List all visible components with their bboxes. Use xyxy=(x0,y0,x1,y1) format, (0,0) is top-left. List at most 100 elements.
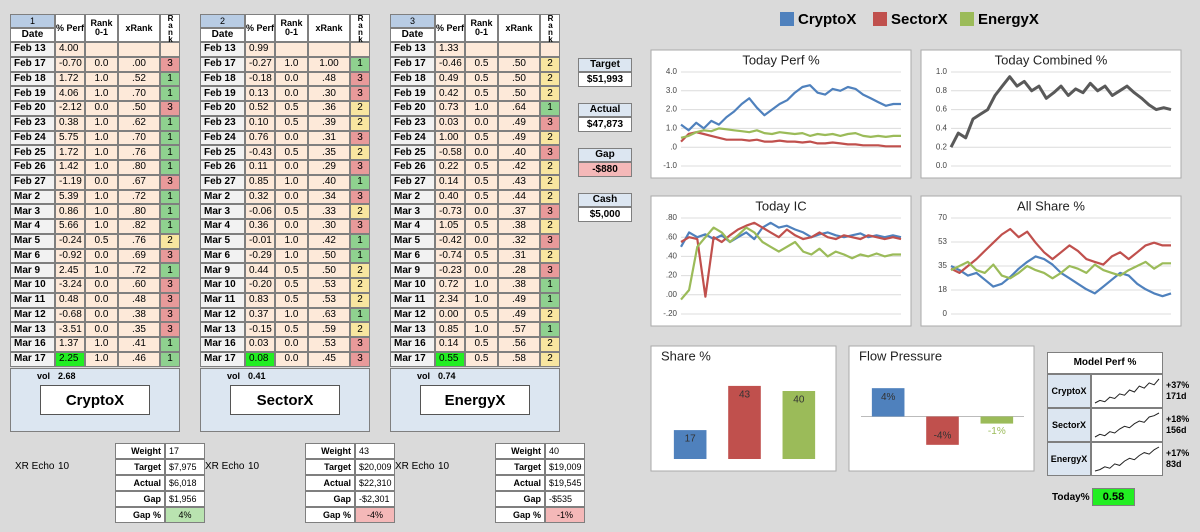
rank-cell: 2 xyxy=(540,71,560,87)
legend-swatch xyxy=(780,12,794,26)
vol-label: vol xyxy=(226,370,240,381)
summary-value: $19,545 xyxy=(545,475,585,491)
summary-value: $22,310 xyxy=(355,475,395,491)
date-cell: Feb 23 xyxy=(10,115,55,131)
model-button[interactable]: CryptoX xyxy=(40,385,150,415)
value-label: -4% xyxy=(934,430,952,441)
y-tick-label: 53 xyxy=(938,237,947,246)
summary-value: 40 xyxy=(545,443,585,459)
rank-cell: 3 xyxy=(350,189,370,205)
date-cell: Mar 3 xyxy=(200,204,245,219)
vol-value: 2.68 xyxy=(58,370,76,381)
value-cell: 0.0 xyxy=(85,278,118,293)
rank-cell: 2 xyxy=(540,130,560,146)
y-tick-label: .00 xyxy=(666,290,678,299)
date-cell: Feb 18 xyxy=(10,71,55,87)
value-cell: .82 xyxy=(118,219,160,234)
model-days: 171d xyxy=(1166,391,1187,401)
legend-label: SectorX xyxy=(891,10,948,28)
summary-value: $7,975 xyxy=(165,459,205,475)
value-cell: .40 xyxy=(308,174,350,190)
chart-frame xyxy=(848,345,1035,472)
date-cell: Feb 19 xyxy=(10,86,55,101)
y-tick-label: 4.0 xyxy=(666,67,678,76)
date-cell: Mar 10 xyxy=(200,278,245,293)
value-cell: 1.42 xyxy=(55,160,85,175)
chart-title: Flow Pressure xyxy=(859,348,942,363)
value-cell: 0.76 xyxy=(245,130,275,146)
y-tick-label: .80 xyxy=(666,213,678,222)
rank-cell: 2 xyxy=(350,115,370,131)
model-name: SectorX xyxy=(1047,408,1091,442)
rank-cell: 1 xyxy=(160,145,180,160)
value-cell: 0.5 xyxy=(465,337,498,352)
date-cell: Mar 10 xyxy=(10,278,55,293)
column-header: xRank xyxy=(308,14,350,42)
value-cell: 0.5 xyxy=(465,56,498,72)
model-button[interactable]: EnergyX xyxy=(420,385,530,415)
column-header: Rank 0-1 xyxy=(465,14,498,42)
bar xyxy=(728,385,761,459)
y-tick-label: 1.0 xyxy=(666,124,678,133)
rank-cell: 1 xyxy=(160,219,180,234)
date-cell: Feb 18 xyxy=(390,71,435,87)
summary-value: $6,018 xyxy=(165,475,205,491)
rank-cell: 1 xyxy=(540,292,560,308)
rank-cell: 1 xyxy=(160,115,180,131)
date-cell: Mar 4 xyxy=(390,219,435,234)
value-cell: .50 xyxy=(308,263,350,278)
chart-frame xyxy=(650,49,912,179)
date-cell: Mar 12 xyxy=(10,307,55,323)
echo-value: 10 xyxy=(248,461,260,472)
value-cell: -0.68 xyxy=(55,307,85,323)
legend-label: EnergyX xyxy=(978,10,1039,28)
summary-label: Gap % xyxy=(305,507,355,523)
column-header: Rank xyxy=(160,14,180,42)
value-cell: 0.11 xyxy=(245,160,275,175)
value-cell: .32 xyxy=(498,233,540,249)
model-change: +18% xyxy=(1166,414,1190,424)
value-cell: .76 xyxy=(118,233,160,249)
value-cell: .80 xyxy=(118,160,160,175)
rank-cell: 2 xyxy=(540,56,560,72)
model-button[interactable]: SectorX xyxy=(230,385,340,415)
value-cell: 0.5 xyxy=(465,71,498,87)
column-header: % Perf xyxy=(435,14,465,42)
rank-cell: 3 xyxy=(540,145,560,160)
rank-cell xyxy=(350,42,370,57)
summary-value: 4% xyxy=(165,507,205,523)
value-cell: 0.0 xyxy=(465,233,498,249)
rank-cell: 1 xyxy=(160,263,180,278)
date-cell: Feb 20 xyxy=(10,101,55,116)
model-spark-cell xyxy=(1091,374,1163,408)
column-header: Rank 0-1 xyxy=(275,14,308,42)
value-label: 17 xyxy=(685,434,697,445)
date-cell: Mar 16 xyxy=(200,337,245,352)
model-spark-cell xyxy=(1091,408,1163,442)
value-cell: 0.5 xyxy=(465,130,498,146)
line-series xyxy=(680,221,902,298)
value-cell: 1.0 xyxy=(275,248,308,264)
index-cell: 1 xyxy=(10,14,55,28)
value-cell: 1.00 xyxy=(435,130,465,146)
date-cell: Mar 5 xyxy=(200,233,245,249)
summary-label: Actual xyxy=(495,475,545,491)
value-cell: 1.0 xyxy=(85,160,118,175)
value-cell: 1.0 xyxy=(85,351,118,367)
y-tick-label: .60 xyxy=(666,232,678,241)
rank-cell: 1 xyxy=(350,174,370,190)
summary-value: $19,009 xyxy=(545,459,585,475)
chart-frame xyxy=(920,195,1182,327)
y-tick-label: 70 xyxy=(938,213,947,222)
rank-cell: 1 xyxy=(160,351,180,367)
rank-cell: 1 xyxy=(160,189,180,205)
value-cell: .30 xyxy=(308,219,350,234)
value-cell: -0.24 xyxy=(55,233,85,249)
value-cell: 0.72 xyxy=(435,278,465,293)
bar xyxy=(673,430,707,459)
date-cell: Mar 6 xyxy=(200,248,245,264)
rank-cell: 2 xyxy=(540,219,560,234)
bar xyxy=(926,416,959,445)
summary-label: Gap xyxy=(115,491,165,507)
